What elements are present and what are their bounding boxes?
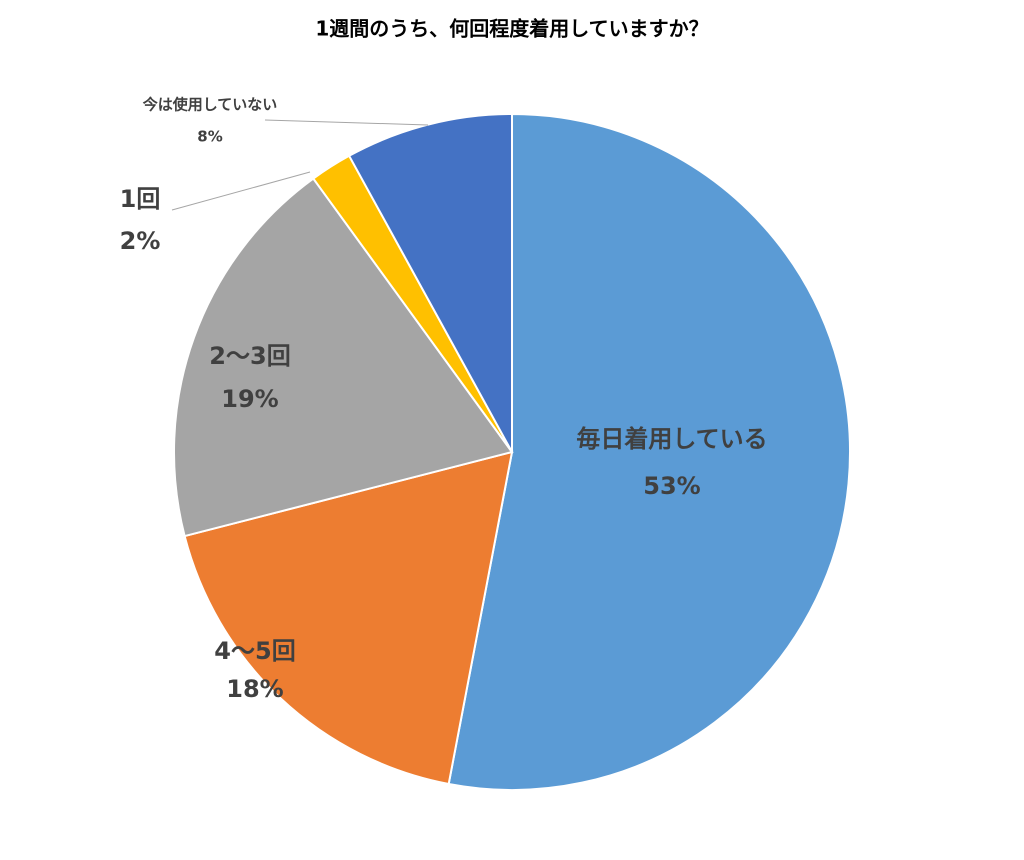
value-label: 18% — [226, 675, 283, 703]
value-label: 2% — [120, 227, 161, 255]
category-label: 2〜3回 — [209, 342, 290, 370]
value-label: 8% — [197, 128, 222, 146]
pie-slice — [183, 450, 514, 786]
category-label: 今は使用していない — [142, 96, 278, 114]
category-label: 1回 — [120, 185, 161, 213]
value-label: 53% — [643, 472, 700, 500]
chart-title: 1週間のうち、何回程度着用していますか？ — [315, 17, 708, 41]
leader-line — [264, 119, 429, 126]
category-label: 毎日着用している — [576, 425, 767, 453]
pie-slice — [173, 177, 514, 538]
category-label: 4〜5回 — [214, 637, 295, 665]
leader-line — [171, 171, 311, 211]
pie-slice — [447, 112, 851, 791]
value-label: 19% — [221, 385, 278, 413]
